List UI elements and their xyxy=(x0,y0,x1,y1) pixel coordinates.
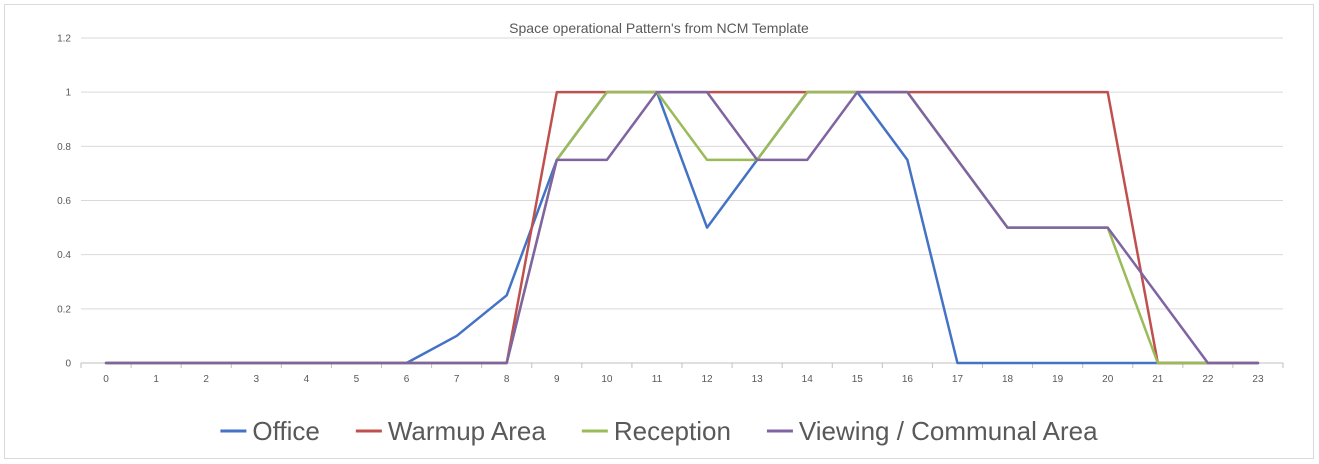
x-tick-label: 19 xyxy=(1052,374,1064,385)
legend-label: Office xyxy=(252,416,319,446)
x-tick-label: 9 xyxy=(554,374,560,385)
x-tick-label: 21 xyxy=(1152,374,1164,385)
legend-label: Reception xyxy=(614,416,731,446)
x-tick-label: 16 xyxy=(902,374,914,385)
x-tick-label: 22 xyxy=(1202,374,1214,385)
y-tick-label: 0.8 xyxy=(57,142,71,153)
y-axis-ticks: 0 0.2 0.4 0.6 0.8 1 1.2 xyxy=(57,34,71,370)
x-tick-label: 7 xyxy=(454,374,460,385)
x-tick-label: 4 xyxy=(304,374,310,385)
legend: Office Warmup Area Reception Viewing / Comm… xyxy=(220,416,1098,446)
x-tick-label: 0 xyxy=(103,374,109,385)
series-line-viewing-communal-area xyxy=(104,90,1260,365)
x-tick-label: 18 xyxy=(1002,374,1014,385)
legend-label: Warmup Area xyxy=(388,416,547,446)
y-tick-label: 0.2 xyxy=(57,304,71,315)
x-tick-label: 3 xyxy=(254,374,260,385)
x-tick-label: 15 xyxy=(852,374,864,385)
y-tick-label: 1.2 xyxy=(57,34,71,45)
legend-item: Reception xyxy=(581,416,731,446)
x-tick-label: 1 xyxy=(153,374,159,385)
legend-label: Viewing / Communal Area xyxy=(799,416,1098,446)
x-tick-label: 23 xyxy=(1252,374,1264,385)
legend-item: Office xyxy=(220,416,320,446)
y-tick-label: 0.6 xyxy=(57,196,71,207)
y-tick-label: 0 xyxy=(65,359,71,370)
x-tick-label: 20 xyxy=(1102,374,1114,385)
x-tick-label: 2 xyxy=(203,374,209,385)
x-tick-label: 8 xyxy=(504,374,510,385)
y-tick-label: 1 xyxy=(65,88,71,99)
x-tick-label: 12 xyxy=(701,374,713,385)
x-tick-label: 11 xyxy=(652,374,663,385)
x-tick-label: 13 xyxy=(752,374,764,385)
chart-frame xyxy=(4,4,1314,459)
grid-layer xyxy=(81,37,1283,364)
chart-title: Space operational Pattern's from NCM Tem… xyxy=(509,20,809,36)
y-tick-label: 0.4 xyxy=(57,250,71,261)
x-tick-label: 10 xyxy=(601,374,613,385)
legend-item: Warmup Area xyxy=(355,416,547,446)
legend-item: Viewing / Communal Area xyxy=(766,416,1098,446)
series-layer xyxy=(104,90,1260,365)
x-tick-label: 14 xyxy=(802,374,814,385)
x-tick-label: 17 xyxy=(952,374,964,385)
x-axis-ticks: 0 1 2 3 4 5 6 7 8 9 10 11 12 13 14 15 16 17 18 19 20 21 22 23 xyxy=(80,363,1284,385)
x-tick-label: 5 xyxy=(354,374,360,385)
x-tick-label: 6 xyxy=(404,374,410,385)
